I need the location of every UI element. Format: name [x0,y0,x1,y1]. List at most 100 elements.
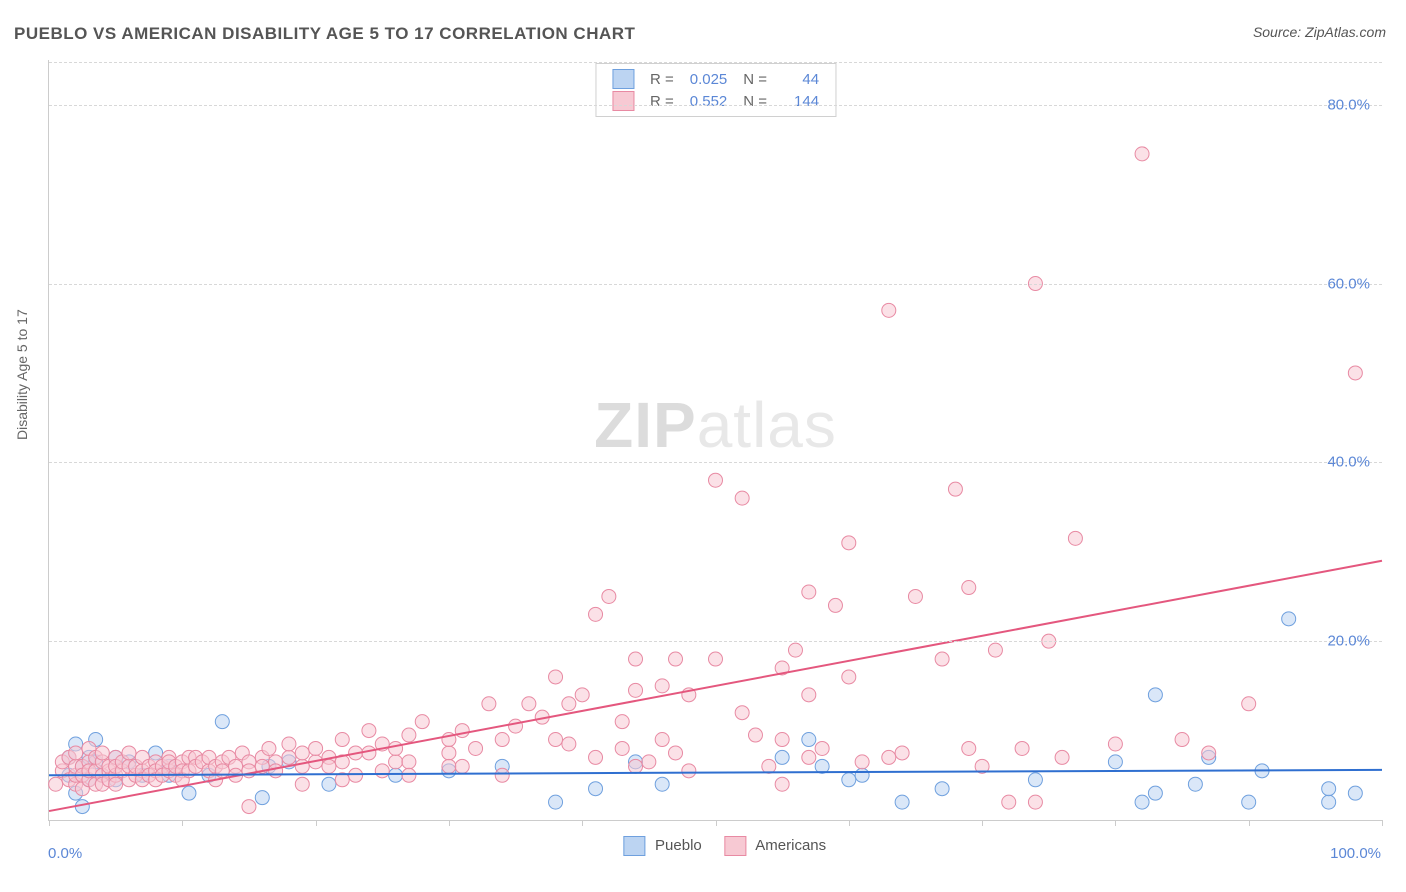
data-point [709,473,723,487]
data-point [669,652,683,666]
data-point [589,782,603,796]
data-point [775,750,789,764]
data-point [842,773,856,787]
data-point [242,764,256,778]
data-point [335,733,349,747]
data-point [589,607,603,621]
data-point [615,715,629,729]
data-point [682,764,696,778]
data-point [748,728,762,742]
data-point [735,491,749,505]
legend-series-label: Pueblo [655,837,702,854]
data-point [642,755,656,769]
data-point [802,585,816,599]
data-point [295,759,309,773]
data-point [1135,795,1149,809]
data-point [215,764,229,778]
data-point [1068,531,1082,545]
data-point [735,706,749,720]
x-tick [316,820,317,826]
chart-title: PUEBLO VS AMERICAN DISABILITY AGE 5 TO 1… [14,24,635,44]
data-point [1242,697,1256,711]
data-point [389,741,403,755]
data-point [295,777,309,791]
x-axis-min: 0.0% [48,845,82,862]
data-point [1282,612,1296,626]
data-point [375,764,389,778]
gridline [49,62,1382,63]
data-point [882,303,896,317]
data-point [775,733,789,747]
data-point [895,746,909,760]
data-point [842,536,856,550]
data-point [855,768,869,782]
data-point [469,741,483,755]
x-tick [1115,820,1116,826]
data-point [935,652,949,666]
data-point [895,795,909,809]
data-point [589,750,603,764]
data-point [962,581,976,595]
data-point [815,741,829,755]
x-tick [182,820,183,826]
data-point [562,737,576,751]
data-point [1002,795,1016,809]
data-point [269,764,283,778]
data-point [495,733,509,747]
data-point [522,697,536,711]
legend-swatch [724,836,746,856]
x-axis-max: 100.0% [1330,845,1381,862]
y-tick-label: 80.0% [1327,96,1370,113]
data-point [109,777,123,791]
source-credit: Source: ZipAtlas.com [1253,24,1386,40]
data-point [255,791,269,805]
data-point [629,652,643,666]
data-point [1028,795,1042,809]
data-point [69,746,83,760]
plot-area: ZIPatlas R = 0.025 N = 44 R = 0.552 N = … [48,60,1382,821]
data-point [122,746,136,760]
data-point [629,683,643,697]
x-tick [849,820,850,826]
legend-swatch [623,836,645,856]
data-point [309,741,323,755]
data-point [182,786,196,800]
data-point [509,719,523,733]
x-tick [582,820,583,826]
data-point [282,750,296,764]
data-point [762,759,776,773]
x-tick [49,820,50,826]
data-point [1348,786,1362,800]
data-point [935,782,949,796]
x-tick [1249,820,1250,826]
data-point [262,741,276,755]
chart-container: PUEBLO VS AMERICAN DISABILITY AGE 5 TO 1… [0,0,1406,892]
y-tick-label: 40.0% [1327,454,1370,471]
data-point [415,715,429,729]
data-point [49,777,63,791]
data-point [1188,777,1202,791]
data-point [389,768,403,782]
x-tick [1382,820,1383,826]
data-point [455,724,469,738]
data-point [362,724,376,738]
data-point [882,750,896,764]
data-point [655,679,669,693]
x-tick [982,820,983,826]
data-point [215,715,229,729]
data-point [402,768,416,782]
data-point [655,733,669,747]
data-point [962,741,976,755]
legend-series: Pueblo Americans [605,836,826,856]
data-point [842,670,856,684]
data-point [1322,795,1336,809]
data-point [575,688,589,702]
data-point [362,746,376,760]
data-point [322,777,336,791]
data-point [549,733,563,747]
gridline [49,284,1382,285]
plot-svg [49,60,1382,820]
data-point [948,482,962,496]
data-point [855,755,869,769]
data-point [1148,688,1162,702]
